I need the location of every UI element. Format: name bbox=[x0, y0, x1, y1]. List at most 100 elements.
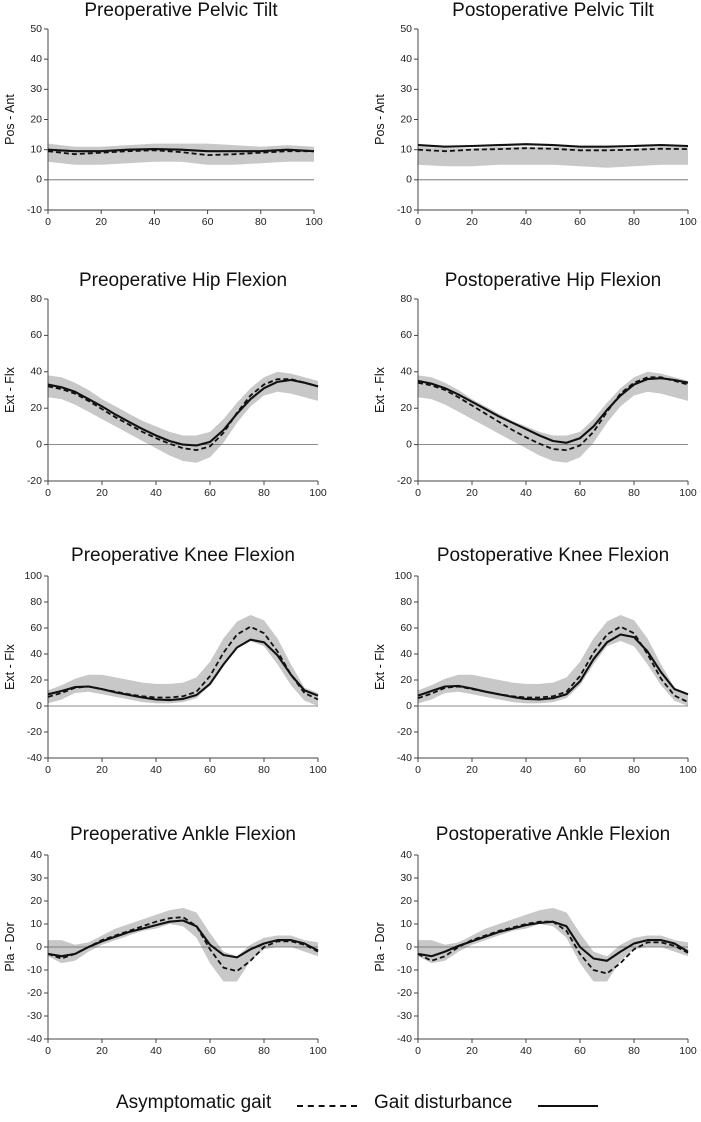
series-line-disturbance bbox=[417, 633, 689, 701]
x-tick-label: 100 bbox=[309, 487, 327, 499]
chart-title: Preoperative Hip Flexion bbox=[79, 270, 287, 291]
y-axis-title: Pos - Ant bbox=[373, 94, 387, 145]
series-line-asymptomatic bbox=[417, 625, 689, 703]
y-tick-label: 20 bbox=[400, 674, 412, 686]
x-tick-label: 80 bbox=[628, 1045, 640, 1057]
x-tick-label: 40 bbox=[150, 1045, 162, 1057]
x-tick-label: 100 bbox=[305, 216, 323, 228]
x-tick-label: 40 bbox=[520, 487, 532, 499]
normal-range-band bbox=[48, 615, 318, 706]
normal-range-band bbox=[418, 371, 688, 463]
x-tick-label: 20 bbox=[466, 764, 478, 776]
x-tick-label: 80 bbox=[628, 216, 640, 228]
y-tick-label: 40 bbox=[400, 53, 412, 65]
y-tick-label: 20 bbox=[400, 113, 412, 125]
y-tick-label: 60 bbox=[400, 622, 412, 634]
x-tick-label: 0 bbox=[415, 1045, 421, 1057]
x-tick-label: 40 bbox=[520, 764, 532, 776]
x-tick-label: 20 bbox=[96, 487, 108, 499]
y-tick-label: 80 bbox=[30, 293, 42, 305]
chart-title: Preoperative Ankle Flexion bbox=[70, 824, 296, 845]
normal-range-band bbox=[48, 371, 318, 463]
chart-title: Preoperative Pelvic Tilt bbox=[84, 0, 278, 21]
series-line-disturbance bbox=[47, 148, 315, 153]
y-axis-title: Ext - Flx bbox=[3, 366, 17, 413]
chart-title: Postoperative Knee Flexion bbox=[437, 545, 669, 566]
x-tick-label: 40 bbox=[150, 764, 162, 776]
y-axis-title: Ext - Flx bbox=[373, 366, 387, 413]
x-tick-label: 100 bbox=[679, 216, 697, 228]
normal-range-band bbox=[418, 615, 688, 706]
chart-post-knee-flexion: Postoperative Knee Flexion 100 80 60 40 20 0 -2… bbox=[373, 545, 697, 776]
y-tick-label: -30 bbox=[27, 1010, 42, 1022]
y-tick-label: -30 bbox=[397, 1010, 412, 1022]
y-axis-title: Pla - Dor bbox=[3, 922, 17, 971]
y-tick-label: -20 bbox=[397, 475, 412, 487]
y-tick-label: 40 bbox=[30, 849, 42, 861]
legend-line-dashed bbox=[297, 1105, 357, 1107]
y-tick-label: 40 bbox=[400, 648, 412, 660]
x-tick-label: 0 bbox=[45, 216, 51, 228]
x-tick-label: 20 bbox=[466, 216, 478, 228]
x-tick-label: 80 bbox=[258, 487, 270, 499]
x-tick-label: 20 bbox=[96, 764, 108, 776]
y-tick-label: 50 bbox=[400, 23, 412, 35]
y-tick-label: 60 bbox=[30, 329, 42, 341]
y-tick-label: 100 bbox=[394, 570, 412, 582]
y-tick-label: 0 bbox=[36, 700, 42, 712]
series-line-asymptomatic bbox=[417, 376, 689, 452]
y-tick-label: -20 bbox=[397, 726, 412, 738]
y-tick-label: -10 bbox=[27, 204, 42, 216]
y-tick-label: 80 bbox=[400, 293, 412, 305]
x-tick-label: 100 bbox=[309, 764, 327, 776]
x-tick-label: 60 bbox=[574, 1045, 586, 1057]
x-tick-label: 40 bbox=[520, 1045, 532, 1057]
series-line-disturbance bbox=[417, 143, 689, 148]
y-tick-label: 20 bbox=[30, 674, 42, 686]
x-tick-label: 60 bbox=[574, 216, 586, 228]
y-tick-label: 20 bbox=[30, 895, 42, 907]
x-tick-label: 60 bbox=[204, 764, 216, 776]
series-line-disturbance bbox=[417, 377, 689, 444]
x-tick-label: 60 bbox=[202, 216, 214, 228]
y-tick-label: 60 bbox=[30, 622, 42, 634]
y-tick-label: 100 bbox=[24, 570, 42, 582]
x-tick-label: 20 bbox=[466, 487, 478, 499]
y-tick-label: 10 bbox=[400, 143, 412, 155]
chart-title: Postoperative Ankle Flexion bbox=[436, 824, 670, 845]
y-tick-label: -40 bbox=[27, 1033, 42, 1045]
y-tick-label: -20 bbox=[27, 726, 42, 738]
x-tick-label: 100 bbox=[679, 764, 697, 776]
x-tick-label: 100 bbox=[679, 1045, 697, 1057]
y-tick-label: 0 bbox=[406, 700, 412, 712]
y-tick-label: 40 bbox=[30, 648, 42, 660]
x-tick-label: 20 bbox=[95, 216, 107, 228]
x-tick-label: 0 bbox=[45, 487, 51, 499]
x-tick-label: 60 bbox=[574, 764, 586, 776]
y-tick-label: 80 bbox=[30, 596, 42, 608]
y-tick-label: 0 bbox=[36, 438, 42, 450]
y-tick-label: 10 bbox=[30, 918, 42, 930]
x-tick-label: 100 bbox=[309, 1045, 327, 1057]
y-axis-title: Pos - Ant bbox=[3, 94, 17, 145]
y-tick-label: 80 bbox=[400, 596, 412, 608]
chart-title: Postoperative Hip Flexion bbox=[445, 270, 662, 291]
y-tick-label: 30 bbox=[30, 872, 42, 884]
y-tick-label: -40 bbox=[397, 752, 412, 764]
chart-title: Postoperative Pelvic Tilt bbox=[452, 0, 654, 21]
y-tick-label: -20 bbox=[27, 475, 42, 487]
y-tick-label: 40 bbox=[400, 849, 412, 861]
series-line-disturbance bbox=[47, 919, 319, 959]
y-tick-label: -10 bbox=[27, 964, 42, 976]
series-line-asymptomatic bbox=[47, 149, 314, 157]
y-tick-label: 30 bbox=[400, 83, 412, 95]
y-tick-label: 30 bbox=[400, 872, 412, 884]
x-tick-label: 0 bbox=[415, 764, 421, 776]
normal-range-band bbox=[48, 907, 318, 982]
x-tick-label: 80 bbox=[628, 487, 640, 499]
normal-range-band bbox=[48, 143, 314, 165]
